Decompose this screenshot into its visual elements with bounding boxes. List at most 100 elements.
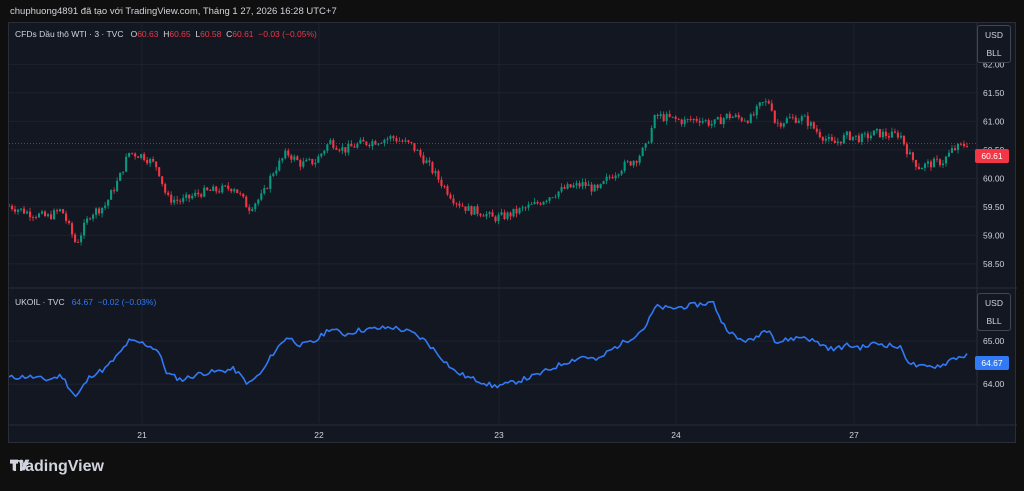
candle-body	[236, 189, 239, 194]
x-tick-label: 22	[314, 430, 324, 440]
candle-body	[455, 203, 458, 205]
candle-body	[575, 183, 578, 186]
candle-body	[452, 198, 455, 204]
candle-body	[761, 102, 764, 103]
candle-body	[806, 115, 809, 126]
top-measure-unit[interactable]: BLL	[986, 48, 1002, 58]
bottom-legend: UKOIL · TVC 64.67 −0.02 (−0.03%)	[15, 297, 156, 307]
candle-body	[734, 114, 737, 117]
low-label: L	[195, 29, 201, 39]
candle-body	[377, 143, 380, 145]
candle-body	[497, 214, 500, 222]
candle-body	[539, 203, 542, 205]
candle-body	[884, 131, 887, 137]
close-value: 60.61	[232, 29, 254, 39]
candle-body	[932, 158, 936, 168]
candle-body	[134, 153, 137, 157]
chart-container[interactable]: 212223242758.5059.0059.5060.0060.5061.00…	[8, 22, 1017, 444]
top-last-price-tag: 60.61	[975, 149, 1009, 163]
y-tick-label: 58.50	[983, 259, 1005, 269]
candle-body	[59, 209, 62, 212]
candle-body	[380, 143, 383, 144]
candle-body	[896, 132, 899, 138]
candle-body	[914, 159, 917, 167]
candle-body	[212, 186, 215, 191]
candle-body	[170, 194, 173, 203]
candle-body	[833, 140, 836, 143]
chart-attribution: chuphuong4891 đã tạo với TradingView.com…	[10, 6, 337, 17]
candle-body	[683, 119, 686, 125]
bottom-measure-unit[interactable]: BLL	[986, 316, 1002, 326]
candle-body	[272, 173, 275, 176]
candle-body	[665, 113, 668, 121]
candle-body	[275, 170, 278, 174]
candle-body	[167, 192, 170, 195]
candle-body	[746, 120, 749, 123]
candle-body	[22, 208, 26, 214]
candle-body	[815, 128, 818, 132]
candle-body	[773, 110, 776, 123]
candle-body	[959, 143, 963, 145]
candle-body	[755, 106, 758, 116]
candle-body	[854, 135, 857, 137]
top-symbol[interactable]: CFDs Dầu thô WTI · 3 · TVC	[15, 29, 124, 39]
top-currency-unit[interactable]: USD	[985, 30, 1003, 40]
candle-body	[395, 138, 398, 142]
candle-body	[122, 171, 125, 173]
candle-body	[28, 211, 32, 218]
candle-body	[392, 136, 395, 139]
candle-body	[560, 187, 563, 192]
candle-body	[821, 137, 824, 141]
tradingview-logo-icon	[10, 459, 30, 471]
candle-body	[227, 185, 230, 189]
bottom-last-price-tag: 64.67	[975, 356, 1009, 370]
candle-body	[692, 118, 695, 121]
candle-body	[317, 156, 320, 163]
candle-body	[308, 158, 311, 160]
candle-body	[794, 117, 797, 123]
candle-body	[620, 170, 623, 175]
candle-body	[305, 159, 308, 162]
candle-body	[248, 207, 251, 211]
candle-body	[488, 212, 491, 214]
bottom-symbol[interactable]: UKOIL · TVC	[15, 297, 65, 307]
candle-body	[701, 121, 704, 123]
candle-body	[722, 118, 725, 125]
candle-body	[146, 159, 149, 164]
candle-body	[83, 222, 86, 236]
candle-body	[176, 199, 179, 201]
candle-body	[416, 150, 419, 151]
candle-body	[43, 211, 47, 217]
candle-body	[479, 213, 482, 216]
candle-body	[749, 114, 752, 123]
candle-body	[440, 179, 443, 187]
candle-body	[941, 163, 945, 166]
candle-body	[152, 158, 155, 162]
chart-canvas[interactable]: 212223242758.5059.0059.5060.0060.5061.00…	[9, 23, 1017, 444]
candle-body	[590, 184, 593, 192]
candle-body	[767, 101, 770, 104]
candle-body	[110, 190, 113, 200]
y-tick-label: 61.50	[983, 88, 1005, 98]
open-value: 60.63	[137, 29, 159, 39]
candle-body	[797, 120, 800, 123]
candle-body	[944, 156, 948, 164]
bottom-unit-selector[interactable]: USD BLL	[977, 293, 1011, 331]
candle-body	[731, 116, 734, 119]
candle-body	[293, 156, 296, 160]
candle-body	[401, 140, 404, 142]
candle-body	[239, 193, 242, 194]
candle-body	[719, 117, 722, 125]
candle-body	[287, 150, 290, 156]
candle-body	[368, 144, 371, 147]
candle-body	[650, 127, 653, 143]
candle-body	[74, 234, 77, 243]
top-unit-selector[interactable]: USD BLL	[977, 25, 1011, 63]
candle-body	[587, 184, 590, 186]
candle-body	[224, 185, 227, 187]
candle-body	[677, 118, 680, 120]
candle-body	[449, 194, 452, 199]
brand-footer[interactable]: TradingView	[10, 458, 104, 476]
bottom-currency-unit[interactable]: USD	[985, 298, 1003, 308]
candle-body	[410, 142, 413, 144]
